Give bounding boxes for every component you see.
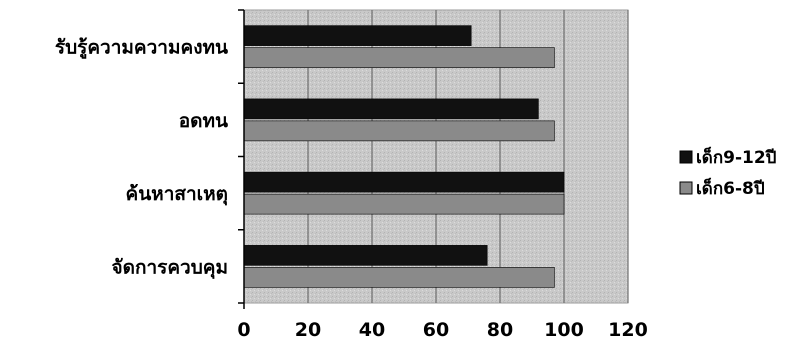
x-tick-label: 80 <box>487 319 513 341</box>
legend: เด็ก9-12ปีเด็ก6-8ปี <box>679 145 777 199</box>
x-tick-label: 100 <box>544 319 584 341</box>
x-tick-label: 0 <box>237 319 250 341</box>
category-label: รับรู้ความความคงทน <box>55 37 228 60</box>
bar-younger-1 <box>243 120 555 142</box>
category-label: อดทน <box>179 110 228 132</box>
bar-younger-2 <box>243 193 565 215</box>
legend-label: เด็ก6-8ปี <box>696 176 765 199</box>
x-tick-labels: 0 20 40 60 80 100 120 <box>237 319 647 341</box>
x-tick-label: 40 <box>359 319 385 341</box>
x-tick-label: 20 <box>295 319 321 341</box>
legend-swatch <box>679 181 693 195</box>
category-labels: รับรู้ความความคงทนอดทนค้นหาสาเหตุจัดการค… <box>55 37 228 280</box>
bar-older-0 <box>243 25 472 46</box>
y-axis <box>238 9 245 309</box>
bars <box>243 25 565 288</box>
bar-younger-0 <box>243 47 555 68</box>
x-tick-label: 60 <box>423 319 449 341</box>
legend-label: เด็ก9-12ปี <box>696 145 777 168</box>
bar-older-3 <box>243 245 488 266</box>
bar-younger-3 <box>243 267 555 288</box>
category-label: ค้นหาสาเหตุ <box>125 183 228 206</box>
bar-older-1 <box>243 98 539 120</box>
x-tick-label: 120 <box>608 319 648 341</box>
bar-older-2 <box>243 171 565 193</box>
category-label: จัดการควบคุม <box>111 256 228 279</box>
legend-swatch <box>679 150 693 164</box>
